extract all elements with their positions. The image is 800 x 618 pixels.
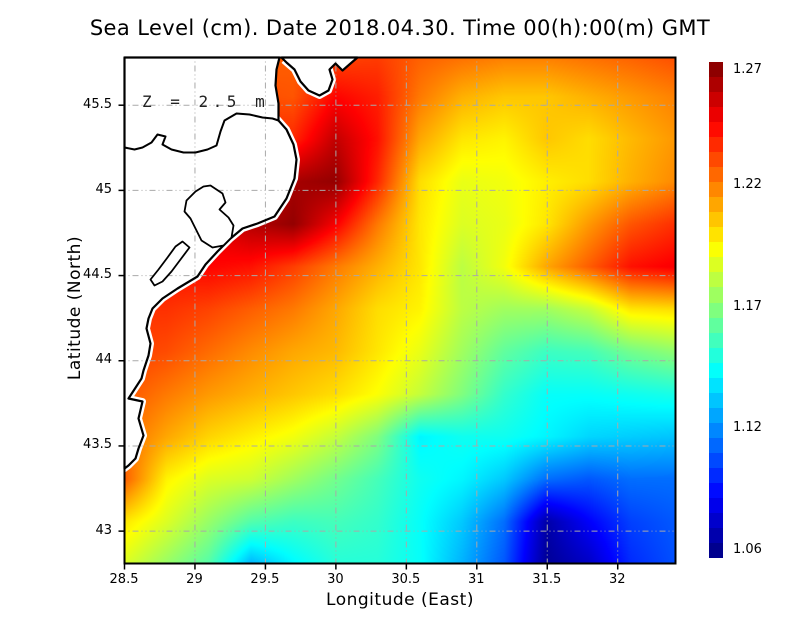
colorbar-tick-label: 1.17 [733, 299, 762, 315]
colorbar-segment [709, 77, 723, 93]
x-axis-label: Longitude (East) [326, 590, 474, 610]
land-strip-north [281, 57, 358, 96]
colorbar-segment [709, 437, 723, 453]
tick-marks [118, 104, 619, 570]
colorbar-segment [709, 407, 723, 423]
x-tick-label: 32 [608, 572, 626, 587]
colorbar-segment [709, 197, 723, 213]
colorbar-segment [709, 152, 723, 168]
x-tick-label: 29.5 [250, 572, 280, 587]
colorbar-segment [709, 512, 723, 528]
colorbar-segment [709, 527, 723, 543]
plot-title: Sea Level (cm). Date 2018.04.30. Time 00… [89, 16, 711, 40]
graticule [124, 57, 676, 564]
colorbar-segment [709, 272, 723, 288]
y-tick-label: 45 [95, 181, 112, 197]
y-tick-label: 45.5 [83, 96, 112, 112]
colorbar-segment [709, 332, 723, 348]
colorbar-tick-label: 1.06 [733, 542, 762, 558]
lagoon-small [149, 240, 191, 287]
colorbar-segment [709, 302, 723, 318]
colorbar-segment [709, 122, 723, 138]
danube-river [123, 112, 280, 154]
colorbar-segment [709, 167, 723, 183]
lagoon [183, 184, 235, 249]
depth-annotation: Z = 2.5 m [142, 92, 270, 111]
colorbar-tick-label: 1.12 [733, 420, 762, 436]
colorbar-segment [709, 242, 723, 258]
colorbar-segment [709, 467, 723, 483]
y-tick-label: 43 [95, 522, 112, 538]
colorbar-segment [709, 377, 723, 393]
colorbar-segment [709, 482, 723, 498]
colorbar-segment [709, 212, 723, 228]
colorbar-segment [709, 137, 723, 153]
x-tick-label: 31.5 [532, 572, 562, 587]
colorbar-segment [709, 543, 723, 559]
colorbar-segment [709, 392, 723, 408]
colorbar-segment [709, 422, 723, 438]
y-tick-label: 43.5 [83, 437, 112, 453]
colorbar-segment [709, 257, 723, 273]
y-tick-label: 44.5 [83, 267, 112, 283]
colorbar-segment [709, 182, 723, 198]
colorbar-tick-label: 1.22 [733, 177, 762, 192]
plot-frame [123, 56, 677, 565]
x-tick-label: 29 [186, 572, 203, 587]
colorbar-segment [709, 347, 723, 363]
x-tick-label: 31 [468, 572, 485, 587]
colorbar-segment [709, 62, 723, 78]
x-tick-label: 30 [327, 572, 344, 587]
colorbar-segment [709, 287, 723, 303]
colorbar-segment [709, 317, 723, 333]
y-tick-label: 44 [95, 352, 112, 368]
colorbar-segment [709, 497, 723, 513]
x-tick-label: 28.5 [109, 572, 139, 587]
x-tick-label: 30.5 [391, 572, 421, 587]
colorbar [709, 62, 723, 559]
colorbar-tick-label: 1.27 [733, 61, 762, 77]
colorbar-segment [709, 452, 723, 468]
colorbar-segment [709, 227, 723, 243]
colorbar-segment [709, 107, 723, 123]
colorbar-segment [709, 362, 723, 378]
colorbar-segment [709, 92, 723, 108]
